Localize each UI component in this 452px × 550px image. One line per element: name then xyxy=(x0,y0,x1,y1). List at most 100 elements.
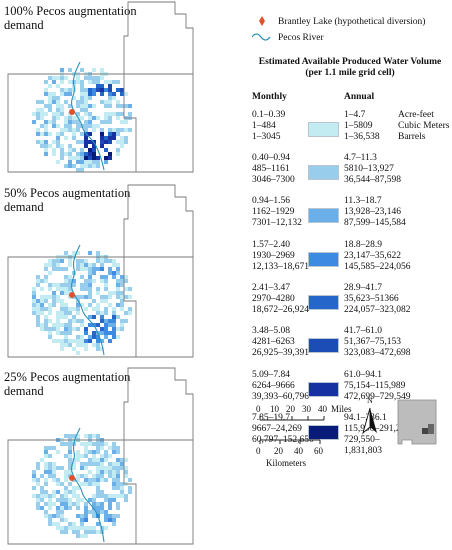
grid-cell xyxy=(112,323,116,327)
grid-cell xyxy=(64,331,68,335)
grid-cell xyxy=(60,144,64,148)
brantley-lake-marker xyxy=(69,109,75,115)
grid-cell xyxy=(48,506,52,510)
grid-cell xyxy=(96,287,100,291)
grid-cell xyxy=(120,104,124,108)
monthly-value: 12,133–18,671 xyxy=(252,262,309,272)
grid-cell xyxy=(56,339,60,343)
grid-cell xyxy=(56,144,60,148)
grid-cell xyxy=(72,120,76,124)
grid-cell xyxy=(124,494,128,498)
grid-cell xyxy=(96,502,100,506)
grid-cell xyxy=(68,263,72,267)
grid-cell xyxy=(88,478,92,482)
legend-monthly-values: 1.57–2.40 1930–2969 12,133–18,671 xyxy=(252,240,316,273)
monthly-value: 26,925–39,391 xyxy=(252,348,309,358)
grid-cell xyxy=(88,295,92,299)
grid-cell xyxy=(84,144,88,148)
grid-cell xyxy=(84,462,88,466)
grid-cell xyxy=(64,251,68,255)
grid-cell xyxy=(76,295,80,299)
grid-cell xyxy=(56,140,60,144)
grid-cell xyxy=(68,526,72,530)
grid-cell xyxy=(84,263,88,267)
grid-cell xyxy=(116,502,120,506)
grid-cell xyxy=(52,323,56,327)
grid-cell xyxy=(84,164,88,168)
grid-cell xyxy=(112,498,116,502)
grid-cell xyxy=(104,104,108,108)
grid-cell xyxy=(40,307,44,311)
grid-cell xyxy=(40,140,44,144)
grid-cell xyxy=(88,315,92,319)
grid-cell xyxy=(72,156,76,160)
grid-cell xyxy=(68,259,72,263)
grid-cell xyxy=(76,311,80,315)
legend-title-line2: (per 1.1 mile grid cell) xyxy=(305,68,395,78)
grid-cell xyxy=(76,128,80,132)
grid-cell xyxy=(116,303,120,307)
legend-river-label: Pecos River xyxy=(278,33,324,43)
grid-cell xyxy=(64,311,68,315)
grid-cell xyxy=(36,100,40,104)
grid-cell xyxy=(96,76,100,80)
grid-cell xyxy=(32,287,36,291)
grid-cell xyxy=(100,466,104,470)
grid-cell xyxy=(116,470,120,474)
grid-cell xyxy=(80,287,84,291)
grid-cell xyxy=(100,100,104,104)
grid-cell xyxy=(52,291,56,295)
monthly-value: 39,393–60,796 xyxy=(252,392,309,402)
grid-cell xyxy=(52,339,56,343)
grid-cell xyxy=(124,498,128,502)
grid-cell xyxy=(96,164,100,168)
monthly-value: 485–1161 xyxy=(252,164,290,174)
grid-cell xyxy=(64,343,68,347)
grid-cell xyxy=(40,116,44,120)
grid-cell xyxy=(80,454,84,458)
grid-cell xyxy=(60,156,64,160)
grid-cell xyxy=(88,80,92,84)
grid-cell xyxy=(108,140,112,144)
grid-cell xyxy=(44,494,48,498)
grid-cell xyxy=(76,152,80,156)
grid-cell xyxy=(56,124,60,128)
grid-cell xyxy=(96,458,100,462)
grid-cell xyxy=(92,530,96,534)
grid-cell xyxy=(60,494,64,498)
grid-cell xyxy=(84,108,88,112)
miles-tick-40: 40 xyxy=(318,404,327,414)
grid-cell xyxy=(116,267,120,271)
grid-cell xyxy=(112,522,116,526)
grid-cell xyxy=(116,80,120,84)
grid-cell xyxy=(84,128,88,132)
grid-cell xyxy=(92,454,96,458)
grid-cell xyxy=(80,275,84,279)
grid-cell xyxy=(68,339,72,343)
grid-cell xyxy=(84,100,88,104)
grid-cell xyxy=(120,283,124,287)
grid-cell xyxy=(88,164,92,168)
grid-cell xyxy=(32,474,36,478)
grid-cell xyxy=(80,152,84,156)
grid-cell xyxy=(84,295,88,299)
grid-cell xyxy=(96,259,100,263)
legend-class-2: 0.40–0.94 485–1161 3046–7300 4.7–11.3 5810–1… xyxy=(252,153,450,199)
grid-cell xyxy=(40,132,44,136)
grid-cell xyxy=(120,327,124,331)
grid-cell xyxy=(88,152,92,156)
grid-cell xyxy=(36,311,40,315)
grid-cell xyxy=(60,339,64,343)
grid-cell xyxy=(112,446,116,450)
grid-cell xyxy=(96,494,100,498)
grid-cell xyxy=(64,291,68,295)
grid-cell xyxy=(44,450,48,454)
grid-cell xyxy=(48,454,52,458)
grid-cell xyxy=(108,295,112,299)
grid-cell xyxy=(84,482,88,486)
grid-cell xyxy=(112,442,116,446)
grid-cell xyxy=(116,494,120,498)
grid-cell xyxy=(68,279,72,283)
grid-cell xyxy=(108,259,112,263)
grid-cell xyxy=(72,347,76,351)
